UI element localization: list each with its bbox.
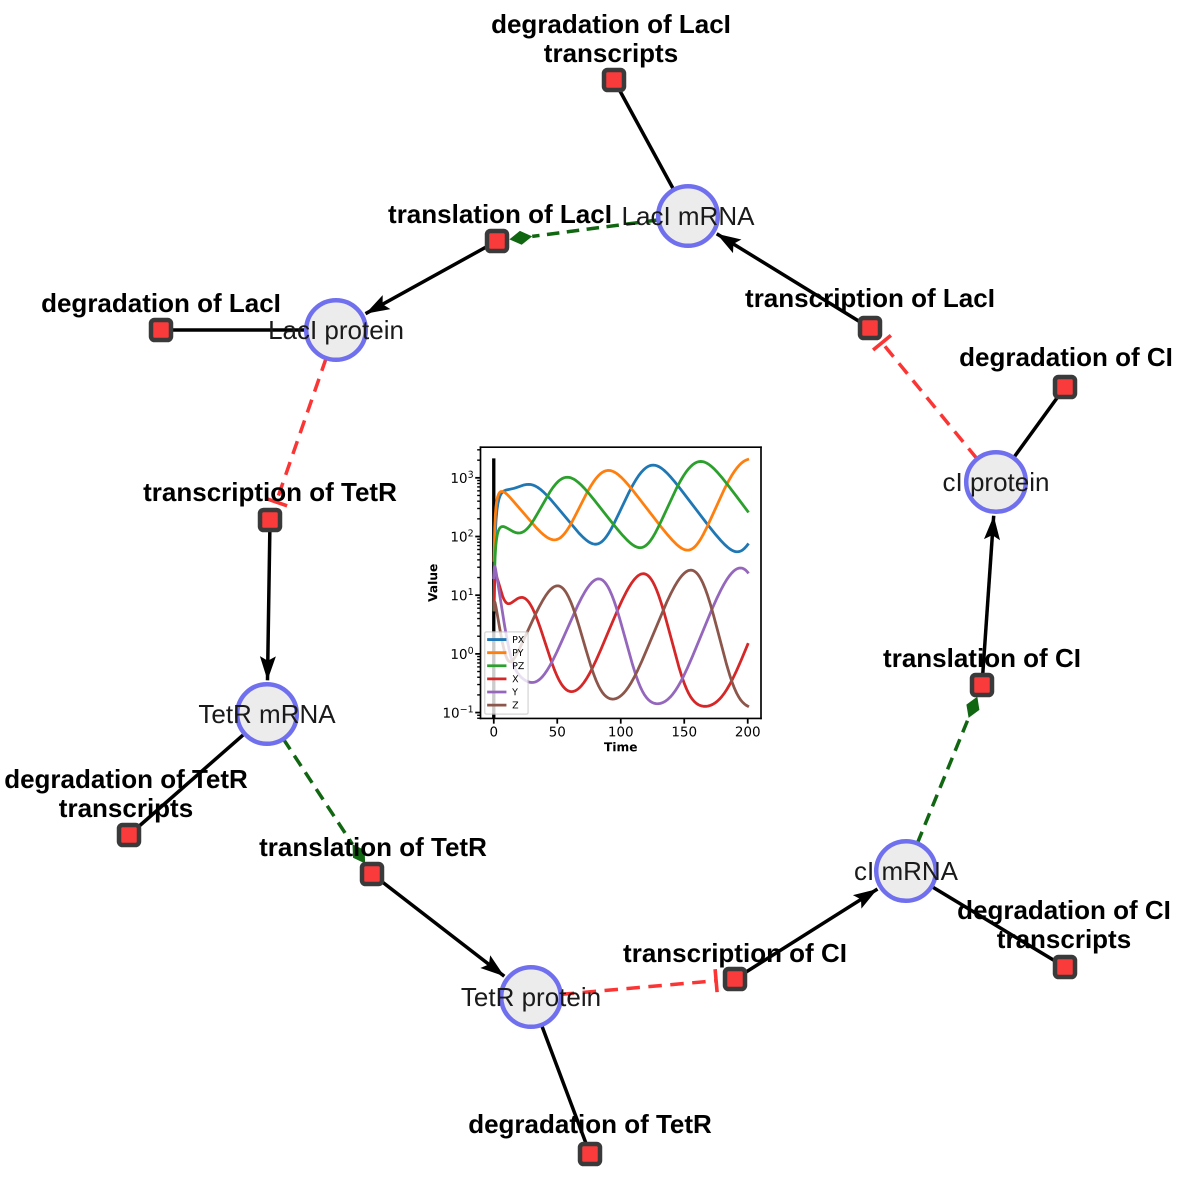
svg-text:LacI mRNA: LacI mRNA <box>622 201 756 231</box>
svg-text:cI mRNA: cI mRNA <box>854 856 959 886</box>
svg-text:LacI protein: LacI protein <box>268 315 404 345</box>
svg-text:transcription of LacI: transcription of LacI <box>745 283 995 313</box>
svg-text:TetR protein: TetR protein <box>461 982 601 1012</box>
svg-text:transcription of TetR: transcription of TetR <box>143 477 397 507</box>
svg-text:transcripts: transcripts <box>997 924 1131 954</box>
svg-text:transcripts: transcripts <box>544 38 678 68</box>
svg-text:degradation of CI: degradation of CI <box>957 895 1171 925</box>
svg-text:degradation of TetR: degradation of TetR <box>468 1109 712 1139</box>
svg-text:transcription of CI: transcription of CI <box>623 938 847 968</box>
svg-text:degradation of TetR: degradation of TetR <box>4 764 248 794</box>
svg-text:transcripts: transcripts <box>59 793 193 823</box>
svg-text:degradation of LacI: degradation of LacI <box>41 288 281 318</box>
svg-text:degradation of CI: degradation of CI <box>959 342 1173 372</box>
svg-text:translation of LacI: translation of LacI <box>388 199 612 229</box>
svg-text:degradation of LacI: degradation of LacI <box>491 9 731 39</box>
svg-text:cI protein: cI protein <box>943 467 1050 497</box>
svg-text:translation of CI: translation of CI <box>883 643 1081 673</box>
svg-text:TetR mRNA: TetR mRNA <box>198 699 336 729</box>
svg-text:translation of TetR: translation of TetR <box>259 832 487 862</box>
